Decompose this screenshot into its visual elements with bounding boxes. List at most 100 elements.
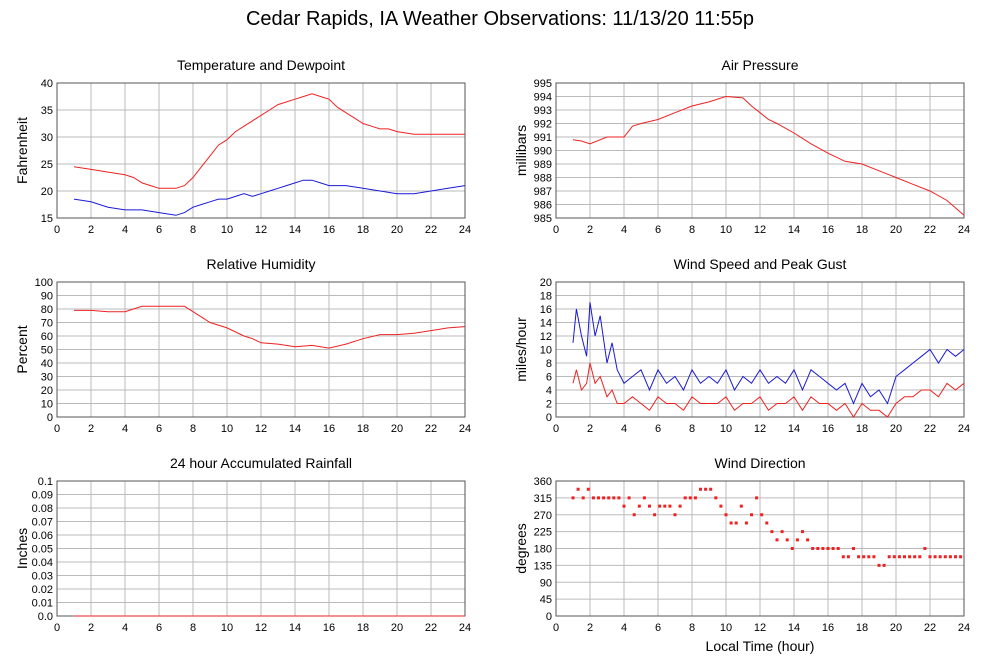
page-title: Cedar Rapids, IA Weather Observations: 1… <box>245 8 755 30</box>
panel-title: Air Pressure <box>721 57 798 73</box>
x-tick-label: 24 <box>958 423 970 435</box>
x-tick-label: 8 <box>190 622 196 634</box>
x-tick-label: 18 <box>357 622 369 634</box>
y-axis-label: millibars <box>513 125 529 176</box>
y-tick-label: 70 <box>41 318 53 330</box>
y-tick-label: 0.02 <box>32 584 53 596</box>
data-point <box>877 563 881 567</box>
x-tick-label: 22 <box>425 622 437 634</box>
data-point <box>841 555 845 559</box>
x-tick-label: 18 <box>357 224 369 236</box>
x-tick-label: 6 <box>156 423 162 435</box>
x-tick-label: 0 <box>54 224 60 236</box>
data-point <box>765 521 769 525</box>
x-tick-label: 10 <box>221 224 233 236</box>
y-tick-label: 0.03 <box>32 571 53 583</box>
x-tick-label: 6 <box>156 622 162 634</box>
x-tick-label: 16 <box>323 224 335 236</box>
y-tick-label: 8 <box>546 358 552 370</box>
data-point <box>729 521 733 525</box>
y-tick-label: 18 <box>540 291 552 303</box>
x-tick-label: 12 <box>754 423 766 435</box>
x-tick-label: 4 <box>621 224 627 236</box>
data-point <box>714 496 718 500</box>
data-point <box>750 513 753 517</box>
data-point <box>648 504 651 508</box>
x-tick-label: 2 <box>88 622 94 634</box>
data-point <box>602 496 606 500</box>
x-tick-label: 20 <box>391 622 403 634</box>
x-tick-label: 10 <box>221 423 233 435</box>
panel-title: Relative Humidity <box>207 256 316 272</box>
panel-title: Wind Speed and Peak Gust <box>674 256 847 272</box>
data-point <box>734 521 738 525</box>
y-tick-label: 0.09 <box>32 490 53 502</box>
data-point <box>831 547 835 550</box>
data-point <box>836 547 840 550</box>
y-tick-label: 0.07 <box>32 517 53 529</box>
y-tick-label: 10 <box>41 399 53 411</box>
data-point <box>816 547 820 550</box>
y-tick-label: 985 <box>534 213 552 225</box>
x-axis-label: Local Time (hour) <box>706 638 815 654</box>
series-line-blue <box>572 302 965 405</box>
data-point <box>867 555 871 559</box>
y-tick-label: 987 <box>534 186 552 198</box>
x-tick-label: 18 <box>357 423 369 435</box>
x-tick-label: 6 <box>655 622 661 634</box>
data-point <box>658 504 662 508</box>
y-tick-label: 0 <box>546 611 552 623</box>
x-tick-label: 8 <box>689 622 695 634</box>
panel-title: 24 hour Accumulated Rainfall <box>170 455 352 471</box>
x-tick-label: 10 <box>720 224 732 236</box>
y-tick-label: 360 <box>534 476 552 488</box>
y-axis-label: degrees <box>513 523 529 574</box>
data-point <box>688 496 692 500</box>
x-tick-label: 10 <box>720 622 732 634</box>
data-point <box>887 555 891 559</box>
y-tick-label: 4 <box>546 385 552 397</box>
data-point <box>642 496 646 500</box>
data-point <box>933 555 937 559</box>
data-point <box>571 496 575 500</box>
y-tick-label: 20 <box>540 277 552 289</box>
x-tick-label: 20 <box>391 224 403 236</box>
y-tick-label: 20 <box>41 186 53 198</box>
data-point <box>668 504 672 508</box>
x-tick-label: 24 <box>958 224 970 236</box>
x-tick-label: 0 <box>553 423 559 435</box>
y-tick-label: 15 <box>41 213 53 225</box>
x-tick-label: 22 <box>924 622 936 634</box>
x-tick-label: 20 <box>391 423 403 435</box>
y-tick-label: 986 <box>534 200 552 212</box>
x-tick-label: 24 <box>459 622 471 634</box>
data-point <box>709 487 713 491</box>
data-point <box>704 487 708 491</box>
y-tick-label: 10 <box>540 345 552 357</box>
data-point <box>806 538 810 542</box>
data-point <box>908 555 912 559</box>
data-point <box>673 513 677 517</box>
data-point <box>882 563 886 567</box>
y-tick-label: 25 <box>41 159 53 171</box>
x-tick-label: 8 <box>689 224 695 236</box>
x-tick-label: 0 <box>553 622 559 634</box>
y-tick-label: 50 <box>41 345 53 357</box>
data-point <box>586 487 590 491</box>
x-tick-label: 24 <box>459 224 471 236</box>
series-line-red <box>572 95 965 216</box>
y-tick-label: 992 <box>534 119 552 131</box>
plot-frame <box>56 82 466 219</box>
x-tick-label: 18 <box>856 423 868 435</box>
y-tick-label: 995 <box>534 78 552 90</box>
x-tick-label: 4 <box>122 622 128 634</box>
data-point <box>918 555 922 559</box>
data-point <box>862 555 866 559</box>
x-tick-label: 8 <box>689 423 695 435</box>
y-tick-label: 180 <box>534 544 552 556</box>
x-tick-label: 18 <box>856 224 868 236</box>
x-tick-label: 14 <box>788 423 800 435</box>
data-point <box>857 555 861 559</box>
